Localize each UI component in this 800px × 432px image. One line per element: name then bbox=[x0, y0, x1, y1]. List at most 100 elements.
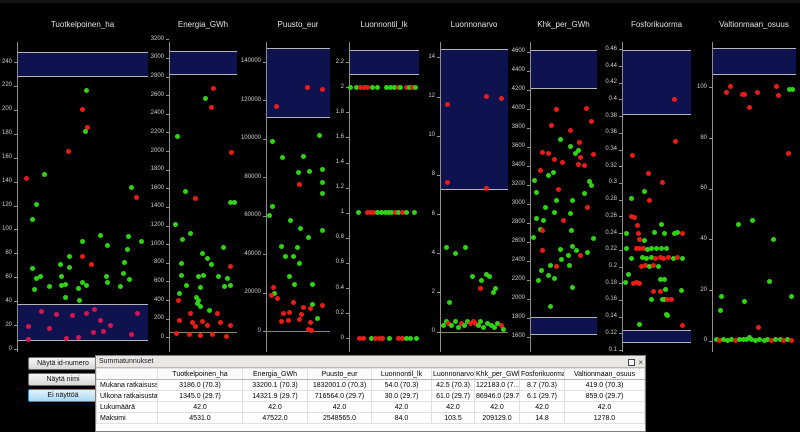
data-point[interactable] bbox=[645, 247, 650, 253]
selection-band[interactable] bbox=[623, 50, 691, 116]
data-point[interactable] bbox=[38, 273, 44, 279]
data-point[interactable] bbox=[187, 310, 193, 316]
data-point[interactable] bbox=[531, 177, 537, 183]
data-point[interactable] bbox=[766, 279, 772, 285]
data-point[interactable] bbox=[98, 232, 104, 238]
data-point[interactable] bbox=[775, 93, 781, 98]
data-point[interactable] bbox=[478, 319, 484, 325]
data-point[interactable] bbox=[208, 262, 214, 268]
data-point[interactable] bbox=[182, 188, 188, 194]
data-point[interactable] bbox=[66, 254, 72, 260]
data-point[interactable] bbox=[584, 204, 590, 210]
data-point[interactable] bbox=[364, 210, 370, 216]
data-point[interactable] bbox=[125, 234, 131, 240]
data-point[interactable] bbox=[658, 222, 664, 228]
data-point[interactable] bbox=[57, 261, 63, 267]
data-point[interactable] bbox=[588, 183, 594, 189]
data-point[interactable] bbox=[634, 279, 639, 285]
data-point[interactable] bbox=[728, 83, 733, 89]
data-point[interactable] bbox=[484, 94, 490, 99]
data-point[interactable] bbox=[552, 210, 558, 216]
data-point[interactable] bbox=[26, 323, 32, 329]
data-point[interactable] bbox=[647, 198, 653, 203]
data-point[interactable] bbox=[499, 95, 505, 101]
data-point[interactable] bbox=[178, 272, 184, 278]
data-point[interactable] bbox=[208, 104, 214, 110]
data-point[interactable] bbox=[680, 255, 686, 261]
data-point[interactable] bbox=[273, 103, 279, 109]
data-point[interactable] bbox=[629, 196, 635, 202]
data-point[interactable] bbox=[488, 323, 494, 329]
data-point[interactable] bbox=[382, 210, 388, 216]
data-point[interactable] bbox=[742, 92, 748, 98]
data-point[interactable] bbox=[637, 246, 643, 252]
selection-line[interactable] bbox=[267, 331, 330, 332]
data-point[interactable] bbox=[740, 337, 746, 343]
data-point[interactable] bbox=[761, 337, 767, 343]
data-point[interactable] bbox=[80, 279, 85, 285]
data-point[interactable] bbox=[308, 320, 314, 326]
data-point[interactable] bbox=[227, 282, 233, 288]
data-point[interactable] bbox=[561, 218, 566, 224]
data-point[interactable] bbox=[449, 323, 455, 329]
data-point[interactable] bbox=[648, 297, 654, 303]
data-point[interactable] bbox=[347, 84, 353, 90]
data-point[interactable] bbox=[749, 337, 754, 343]
data-point[interactable] bbox=[387, 335, 393, 341]
data-point[interactable] bbox=[374, 84, 380, 90]
data-point[interactable] bbox=[590, 236, 596, 242]
data-point[interactable] bbox=[483, 186, 489, 192]
data-point[interactable] bbox=[227, 264, 233, 270]
data-point[interactable] bbox=[392, 84, 397, 90]
data-point[interactable] bbox=[657, 254, 663, 260]
data-point[interactable] bbox=[395, 335, 401, 341]
data-point[interactable] bbox=[128, 185, 134, 191]
data-point[interactable] bbox=[65, 149, 71, 155]
data-point[interactable] bbox=[472, 321, 478, 327]
data-point[interactable] bbox=[83, 283, 89, 289]
data-point[interactable] bbox=[764, 337, 770, 343]
data-point[interactable] bbox=[551, 275, 557, 281]
selection-band[interactable] bbox=[531, 316, 597, 335]
data-point[interactable] bbox=[184, 282, 190, 288]
data-point[interactable] bbox=[735, 221, 741, 227]
data-point[interactable] bbox=[90, 329, 96, 335]
data-point[interactable] bbox=[180, 236, 186, 242]
data-point[interactable] bbox=[63, 295, 68, 301]
selection-band[interactable] bbox=[531, 49, 597, 90]
data-point[interactable] bbox=[80, 254, 85, 260]
data-point[interactable] bbox=[636, 231, 642, 237]
data-point[interactable] bbox=[412, 210, 418, 216]
data-point[interactable] bbox=[214, 310, 220, 316]
data-point[interactable] bbox=[403, 84, 409, 90]
data-point[interactable] bbox=[546, 172, 552, 178]
data-point[interactable] bbox=[357, 84, 363, 90]
data-point[interactable] bbox=[743, 336, 749, 342]
data-point[interactable] bbox=[310, 301, 316, 307]
selection-band[interactable] bbox=[350, 49, 419, 75]
data-point[interactable] bbox=[555, 187, 561, 193]
data-point[interactable] bbox=[447, 299, 452, 305]
data-point[interactable] bbox=[367, 210, 373, 216]
data-point[interactable] bbox=[227, 322, 233, 328]
data-point[interactable] bbox=[540, 248, 546, 254]
data-point[interactable] bbox=[637, 322, 643, 328]
data-point[interactable] bbox=[491, 289, 497, 295]
data-point[interactable] bbox=[85, 125, 91, 131]
data-point[interactable] bbox=[553, 198, 559, 204]
data-point[interactable] bbox=[478, 286, 484, 291]
data-point[interactable] bbox=[658, 246, 664, 252]
data-point[interactable] bbox=[361, 335, 367, 341]
data-point[interactable] bbox=[379, 210, 385, 216]
data-point[interactable] bbox=[483, 272, 489, 278]
data-point[interactable] bbox=[310, 281, 316, 287]
data-point[interactable] bbox=[646, 171, 652, 177]
data-point[interactable] bbox=[186, 331, 192, 337]
data-point[interactable] bbox=[98, 317, 104, 323]
data-point[interactable] bbox=[291, 282, 297, 288]
data-point[interactable] bbox=[481, 325, 486, 331]
panel-title-bar[interactable]: Summatunnukset × bbox=[96, 356, 645, 368]
data-point[interactable] bbox=[138, 238, 144, 244]
data-point[interactable] bbox=[83, 310, 89, 316]
data-point[interactable] bbox=[666, 254, 672, 260]
